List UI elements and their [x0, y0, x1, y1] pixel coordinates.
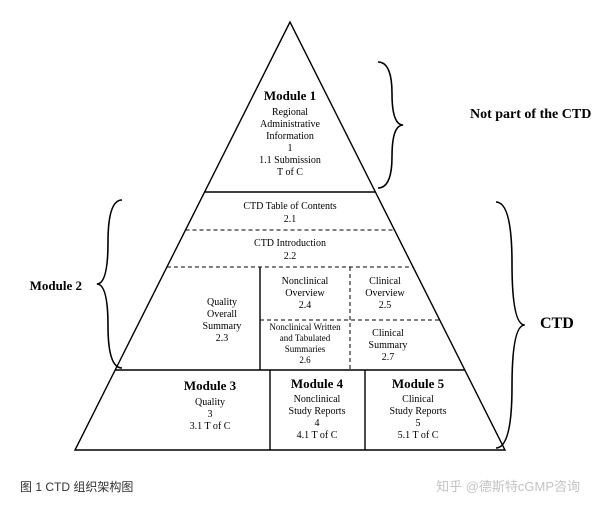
- svg-text:1.1 Submission: 1.1 Submission: [259, 155, 321, 166]
- svg-text:Study Reports: Study Reports: [390, 406, 447, 417]
- svg-text:Nonclinical: Nonclinical: [294, 394, 341, 405]
- svg-text:Regional: Regional: [272, 107, 308, 118]
- svg-text:T of C: T of C: [277, 167, 303, 178]
- svg-text:Summary: Summary: [203, 321, 242, 332]
- svg-text:4.1 T of C: 4.1 T of C: [297, 430, 338, 441]
- svg-text:2.2: 2.2: [284, 251, 297, 262]
- svg-text:Overview: Overview: [365, 288, 405, 299]
- svg-text:5.1 T of C: 5.1 T of C: [398, 430, 439, 441]
- svg-text:Module 4: Module 4: [291, 376, 344, 391]
- svg-text:Overview: Overview: [285, 288, 325, 299]
- watermark: 知乎 @德斯特cGMP咨询: [436, 476, 580, 495]
- svg-text:Information: Information: [266, 131, 314, 142]
- svg-text:Module 2: Module 2: [30, 278, 82, 293]
- svg-text:Clinical: Clinical: [369, 276, 401, 287]
- svg-text:CTD Introduction: CTD Introduction: [254, 238, 326, 249]
- svg-text:2.5: 2.5: [379, 300, 392, 311]
- svg-text:Administrative: Administrative: [260, 119, 321, 130]
- figure-caption: 图 1 CTD 组织架构图: [20, 478, 133, 495]
- ctd-pyramid-diagram: Module 1 RegionalAdministrativeInformatio…: [0, 0, 600, 507]
- svg-text:4: 4: [315, 418, 320, 429]
- svg-text:3.1 T of C: 3.1 T of C: [190, 421, 231, 432]
- svg-text:and Tabulated: and Tabulated: [280, 333, 331, 343]
- svg-text:Overall: Overall: [207, 309, 237, 320]
- svg-text:Module 1: Module 1: [264, 88, 316, 103]
- svg-text:Nonclinical: Nonclinical: [282, 276, 329, 287]
- svg-text:2.6: 2.6: [299, 355, 311, 365]
- svg-text:Quality: Quality: [207, 297, 237, 308]
- svg-text:CTD Table of Contents: CTD Table of Contents: [243, 201, 336, 212]
- svg-text:3: 3: [208, 409, 213, 420]
- svg-text:Quality: Quality: [195, 397, 225, 408]
- svg-text:Clinical: Clinical: [372, 328, 404, 339]
- svg-text:Summaries: Summaries: [285, 344, 326, 354]
- svg-text:2.1: 2.1: [284, 214, 297, 225]
- svg-text:2.4: 2.4: [299, 300, 312, 311]
- svg-text:2.7: 2.7: [382, 352, 395, 363]
- svg-text:Module 3: Module 3: [184, 378, 237, 393]
- svg-text:Not part of the CTD: Not part of the CTD: [470, 107, 591, 122]
- svg-text:1: 1: [288, 143, 293, 154]
- svg-text:5: 5: [416, 418, 421, 429]
- svg-text:Summary: Summary: [369, 340, 408, 351]
- svg-text:Study Reports: Study Reports: [289, 406, 346, 417]
- svg-text:CTD: CTD: [540, 315, 574, 332]
- svg-text:Module 5: Module 5: [392, 376, 445, 391]
- svg-text:2.3: 2.3: [216, 333, 229, 344]
- svg-text:Nonclinical Written: Nonclinical Written: [269, 322, 341, 332]
- svg-text:Clinical: Clinical: [402, 394, 434, 405]
